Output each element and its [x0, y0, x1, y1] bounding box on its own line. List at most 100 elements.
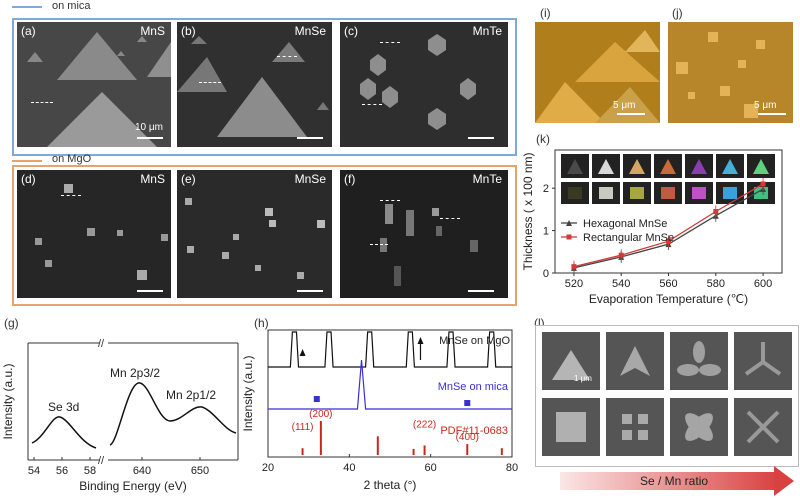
- k-swatch-bottom-square: [630, 187, 644, 199]
- k-swatch-bottom-square: [723, 187, 737, 199]
- g-break-mark: //: [98, 455, 105, 467]
- morph-x-thin: [734, 398, 792, 456]
- h-pdf-label: (111): [292, 422, 314, 433]
- g-ylabel: Intensity (a.u.): [1, 363, 15, 439]
- h-pdf-label: (200): [309, 409, 332, 420]
- k-point-square: [666, 238, 671, 244]
- panel-g-label: (g): [4, 316, 19, 330]
- g-xlabel: Binding Energy (eV): [79, 479, 186, 493]
- mgo-group-box: [12, 165, 517, 306]
- panel-e-image: (e) MnSe: [177, 170, 332, 298]
- panel-d-material: MnS: [140, 172, 165, 186]
- k-legend-label: Rectangular MnSe: [583, 232, 674, 244]
- panel-b-dash-2: [277, 56, 297, 57]
- k-ytick-label: 2: [543, 183, 549, 195]
- panel-c-dash-2: [362, 104, 382, 105]
- panel-d-dash: [61, 195, 81, 196]
- panel-f-label: (f): [344, 172, 356, 186]
- panel-a-dash: [31, 102, 53, 103]
- g-annotation-mn1: Mn 2p3/2: [110, 366, 160, 380]
- h-marker-mica-2: [464, 400, 471, 406]
- chart-k: 520 540 560 580 600 0 1 2 Evaporation Temperatur…: [521, 149, 783, 306]
- panel-f-dash-1: [380, 200, 400, 201]
- ratio-arrow-label: Se / Mn ratio: [640, 474, 709, 488]
- panel-k-label: (k): [536, 132, 550, 146]
- panel-b-material: MnSe: [294, 24, 326, 38]
- morph-trefoil-1: [606, 332, 664, 390]
- panel-b-triangles: [177, 36, 329, 137]
- h-trace-mica: [268, 359, 512, 410]
- k-swatch-bottom-square: [661, 187, 675, 199]
- k-swatch-top-triangle: [660, 159, 676, 174]
- morph-x-blob: [670, 398, 728, 456]
- g-break-mark-top: //: [98, 338, 105, 350]
- k-point-square: [571, 264, 577, 270]
- g-break-gap-top: [100, 338, 108, 348]
- mica-legend-label: on mica: [52, 0, 91, 12]
- panel-b-dash-1: [199, 82, 221, 83]
- panel-c-dash-1: [380, 42, 400, 43]
- h-xlabel: 2 theta (°): [364, 478, 417, 492]
- panel-j-squares: [676, 32, 765, 118]
- k-xtick-label: 580: [707, 278, 725, 290]
- chart-g: // // 54 56 58 640 650 Se 3d Mn 2p3/2 Mn 2p1/2 Bin…: [1, 338, 239, 493]
- panel-a-triangles: [27, 32, 171, 147]
- h-marker-mgo-2-head: [417, 337, 424, 344]
- k-point-square: [760, 181, 766, 187]
- panel-f-material: MnTe: [472, 172, 502, 186]
- panel-l-scale-text: 1 μm: [574, 374, 592, 383]
- panel-a-scale-bar: [137, 137, 163, 139]
- morph-triangle: 1 μm: [542, 332, 600, 390]
- k-swatch-top-triangle: [753, 159, 769, 174]
- panel-e-scale-bar: [297, 290, 323, 292]
- panel-f-image: (f) MnTe: [340, 170, 508, 298]
- k-legend-marker: [566, 220, 572, 226]
- h-xtick-label: 40: [343, 462, 355, 474]
- g-xtick-label: 640: [133, 465, 151, 477]
- panel-d-scale-bar: [137, 290, 163, 292]
- h-series-mgo-label: MnSe on MgO: [439, 335, 510, 347]
- h-ylabel: Intensity (a.u.): [241, 355, 255, 431]
- h-marker-mica-1: [313, 396, 320, 402]
- panel-c-hexagons: [360, 34, 476, 130]
- mgo-legend-line: [12, 160, 42, 162]
- panel-e-material: MnSe: [294, 172, 326, 186]
- ratio-arrow: [560, 472, 780, 490]
- g-break-gap: [100, 455, 108, 465]
- h-xtick-label: 60: [425, 462, 437, 474]
- k-swatch-top-triangle: [567, 159, 583, 174]
- g-xtick-label: 56: [56, 465, 68, 477]
- g-annotation-se: Se 3d: [48, 400, 79, 414]
- panel-d-squares: [35, 184, 168, 280]
- chart-h: 20 40 60 80 MnSe on MgO MnSe on mica (111) (200…: [241, 329, 518, 492]
- mgo-legend-label: on MgO: [52, 153, 92, 165]
- h-xtick-label: 80: [506, 462, 518, 474]
- panel-f-dash-2: [370, 244, 388, 245]
- k-xtick-label: 520: [565, 278, 583, 290]
- panel-l-frame: 1 μm: [535, 325, 799, 467]
- panel-c-scale-bar: [468, 137, 494, 139]
- h-pdf-label: (222): [413, 419, 436, 430]
- g-xtick-label: 54: [28, 465, 40, 477]
- k-ylabel: Thickness ( x 100 nm): [521, 152, 535, 270]
- panel-h-label: (h): [254, 316, 269, 330]
- morph-trefoil-2: [670, 332, 728, 390]
- panel-e-squares: [185, 198, 325, 279]
- panel-b-image: (b) MnSe: [177, 22, 332, 147]
- k-xtick-label: 560: [659, 278, 677, 290]
- morph-cross-square: [606, 398, 664, 456]
- panel-i-scale-text: 5 μm: [613, 100, 636, 111]
- panel-i-image: 5 μm: [535, 22, 660, 123]
- panel-j-scale-text: 5 μm: [754, 100, 777, 111]
- panel-l-label: (l): [534, 316, 545, 330]
- k-point-square: [618, 252, 624, 258]
- panel-c-material: MnTe: [472, 24, 502, 38]
- k-xlabel: Evaporation Temperature (℃): [589, 292, 748, 306]
- k-xtick-label: 540: [612, 278, 630, 290]
- k-swatch-bottom-square: [568, 187, 582, 199]
- h-series-mica-label: MnSe on mica: [438, 381, 509, 393]
- k-ytick-label: 1: [543, 226, 549, 238]
- k-swatch-top-triangle: [722, 159, 738, 174]
- g-annotation-mn2: Mn 2p1/2: [166, 388, 216, 402]
- k-swatch-top-triangle: [691, 159, 707, 174]
